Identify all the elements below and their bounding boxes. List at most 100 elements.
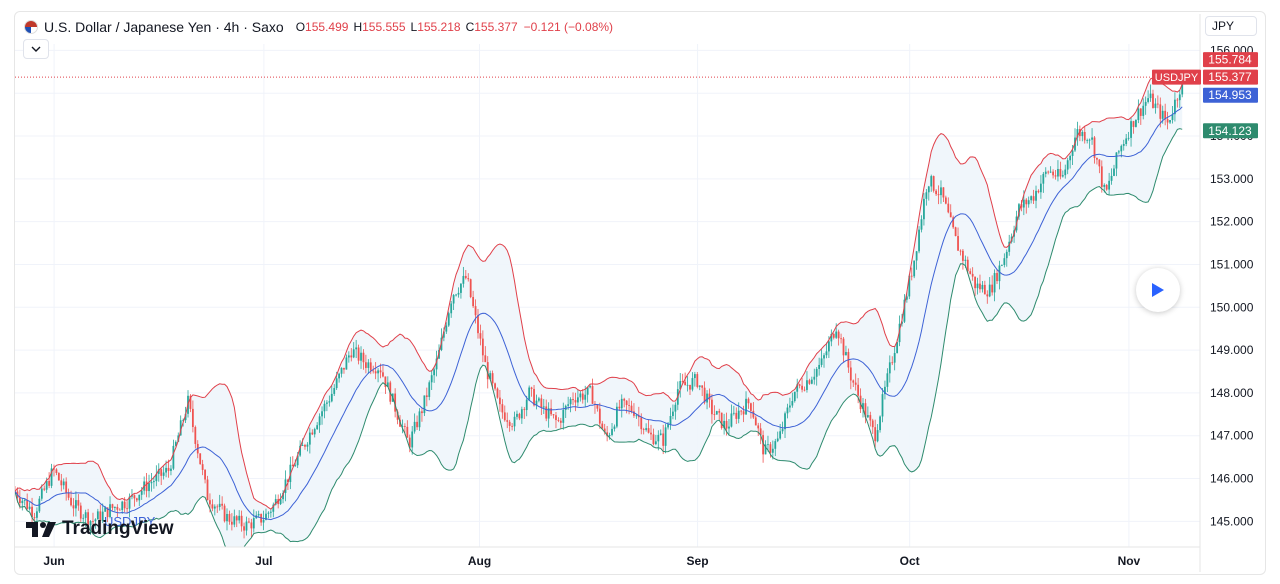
candle-body: [79, 505, 82, 519]
candle-body: [121, 501, 124, 511]
candle-body: [789, 405, 791, 408]
candle-body: [815, 368, 818, 377]
candle-body: [306, 444, 309, 447]
candle-body: [1125, 138, 1128, 145]
candle-body: [820, 358, 823, 365]
candle-body: [986, 294, 989, 297]
candle-body: [803, 389, 806, 391]
candle-body: [33, 517, 36, 518]
bollinger-basis-line: [15, 106, 1183, 521]
candle-body: [184, 413, 187, 421]
candle-body: [698, 385, 701, 387]
candle-body: [767, 444, 769, 446]
candle-body: [740, 410, 743, 412]
candle-body: [579, 393, 582, 398]
candle-body: [866, 415, 869, 418]
candle-body: [82, 517, 85, 519]
svg-text:155.784: 155.784: [1208, 53, 1252, 67]
candle-body: [111, 504, 114, 508]
candle-body: [791, 401, 794, 406]
candle-body: [352, 349, 355, 358]
y-tick-label: 152.000: [1210, 215, 1254, 229]
candle-body: [92, 521, 94, 522]
candle-body: [718, 411, 721, 413]
candle-body: [640, 417, 643, 430]
change-value: −0.121 (−0.08%): [523, 20, 614, 34]
candle-body: [708, 393, 711, 400]
candle-body: [287, 479, 289, 483]
candle-body: [209, 500, 211, 505]
candle-body: [966, 259, 969, 272]
candle-body: [1164, 110, 1167, 120]
candle-body: [460, 283, 462, 293]
high-value: 155.555: [362, 20, 406, 34]
candle-body: [464, 275, 467, 279]
candle-body: [801, 385, 803, 390]
x-tick-label: Nov: [1118, 554, 1141, 568]
candle-body: [245, 521, 248, 531]
candle-body: [411, 431, 414, 448]
candle-body: [433, 369, 436, 376]
candle-body: [798, 384, 801, 386]
candle-body: [328, 401, 331, 403]
candle-body: [494, 383, 496, 389]
candle-body: [654, 441, 657, 445]
candle-body: [681, 381, 684, 382]
candle-body: [993, 273, 996, 293]
candle-body: [823, 355, 825, 359]
candle-body: [1069, 155, 1072, 161]
candle-body: [559, 420, 562, 423]
tradingview-logo[interactable]: TradingView: [26, 518, 174, 540]
candle-body: [296, 455, 299, 466]
candle-body: [501, 404, 504, 413]
candle-body: [394, 393, 397, 412]
candle-body: [1059, 168, 1062, 177]
candle-body: [48, 480, 51, 486]
symbol-title[interactable]: U.S. Dollar / Japanese Yen · 4h · Saxo: [44, 19, 284, 35]
candle-body: [913, 260, 916, 277]
candle-body: [969, 271, 972, 274]
candle-body: [703, 387, 706, 403]
candle-body: [106, 507, 109, 518]
candle-body: [891, 362, 894, 364]
candle-body: [776, 438, 779, 442]
candle-body: [630, 405, 633, 412]
candle-body: [57, 472, 60, 481]
candle-body: [601, 423, 604, 429]
candle-body: [808, 380, 811, 384]
candle-body: [284, 479, 287, 493]
candle-body: [827, 341, 830, 352]
candle-body: [830, 333, 833, 342]
candle-body: [737, 410, 740, 419]
svg-text:USDJPY: USDJPY: [1155, 72, 1199, 84]
candle-body: [603, 428, 606, 433]
candle-body: [155, 473, 158, 482]
candle-body: [701, 385, 704, 388]
candle-body: [947, 203, 950, 213]
candle-body: [1037, 190, 1040, 193]
low-value: 155.218: [417, 20, 461, 34]
candle-body: [157, 469, 160, 474]
candle-body: [326, 402, 328, 404]
collapse-legend-button[interactable]: [23, 39, 49, 59]
candle-body: [70, 497, 72, 506]
y-tick-label: 149.000: [1210, 343, 1254, 357]
candle-body: [728, 426, 730, 429]
candle-body: [65, 481, 68, 493]
candle-body: [1039, 183, 1042, 193]
candle-body: [615, 406, 618, 427]
candle-body: [1047, 171, 1050, 173]
candle-body: [101, 511, 104, 521]
candle-body: [1054, 175, 1057, 177]
usd-jpy-flag-icon: [24, 20, 38, 34]
candle-body: [979, 283, 981, 290]
candle-body: [228, 513, 231, 522]
play-button[interactable]: [1136, 268, 1180, 312]
candle-body: [135, 498, 138, 501]
candle-body: [1081, 131, 1084, 137]
candle-body: [72, 505, 75, 509]
candle-body: [1035, 190, 1037, 201]
candle-body: [706, 393, 708, 403]
currency-button[interactable]: JPY: [1205, 16, 1257, 36]
